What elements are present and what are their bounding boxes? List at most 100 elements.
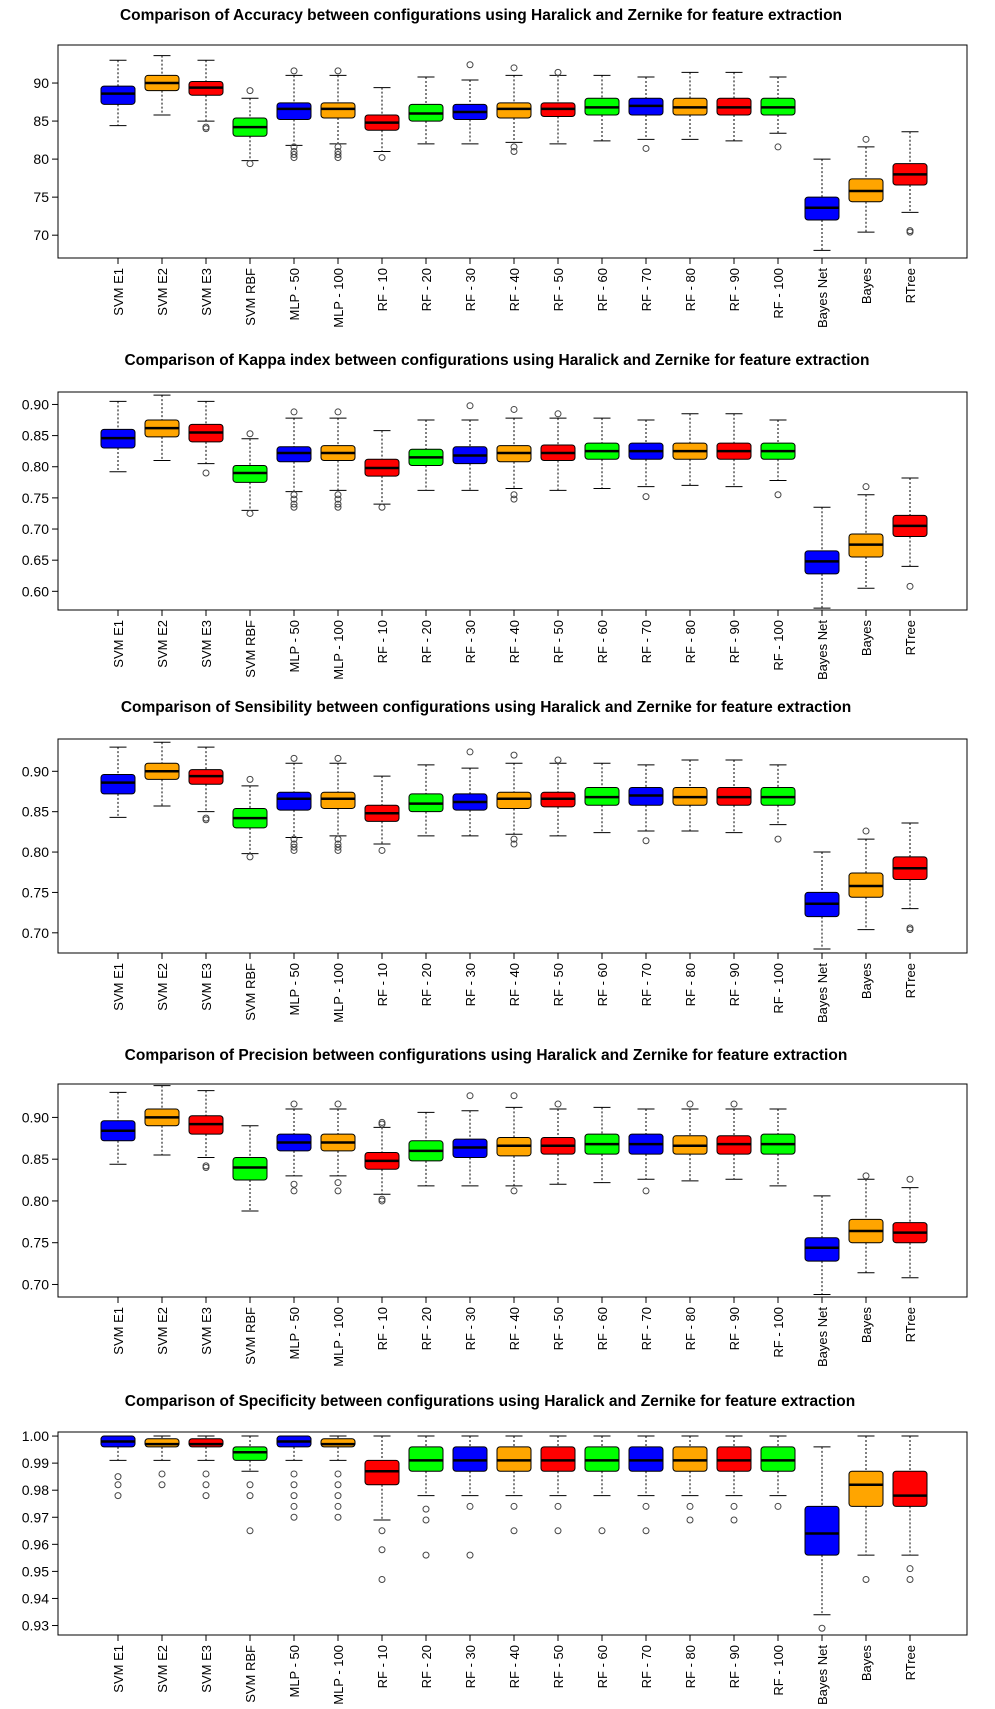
box-9 [452,61,488,145]
y-tick-label: 0.99 [22,1455,49,1471]
x-tick-label: RF - 30 [463,268,478,311]
outlier-point [334,835,342,843]
x-tick-label: RF - 50 [551,1307,566,1350]
outlier-point [510,495,518,503]
plot-frame [57,1083,968,1298]
chart-panel-1: Comparison of Accuracy between configura… [33,7,968,328]
outlier-point [290,1180,298,1188]
box-7 [364,775,400,854]
outlier-point [466,748,474,756]
box-8 [408,419,444,491]
outlier-point [554,68,562,76]
box-4 [232,1435,268,1535]
box-14 [672,1100,708,1182]
y-tick-label: 1.00 [22,1428,49,1444]
outlier-point [290,67,298,75]
outlier-point [510,840,518,848]
outlier-point [246,1481,254,1489]
outlier-point [774,1502,782,1510]
outlier-point [334,1179,342,1187]
x-tick-label: SVM E1 [111,1645,126,1693]
outlier-point [290,408,298,416]
box-iqr [760,1446,796,1472]
outlier-point [510,1187,518,1195]
x-tick-label: RF - 10 [375,268,390,311]
outlier-point [290,151,298,159]
box-iqr [716,1446,752,1472]
box-1 [100,1435,136,1500]
y-tick-label: 0.97 [22,1509,49,1525]
y-tick-label: 90 [33,75,49,91]
outlier-point [290,1513,298,1521]
box-3 [188,59,224,133]
chart-title: Comparison of Specificity between config… [125,1393,855,1410]
box-9 [452,1435,488,1559]
outlier-point [774,835,782,843]
outlier-point [642,1502,650,1510]
x-tick-label: MLP - 50 [287,1307,302,1360]
x-tick-label: SVM E2 [155,620,170,668]
outlier-point [510,1502,518,1510]
x-tick-label: RF - 100 [771,1307,786,1358]
box-7 [364,87,400,162]
box-iqr [848,1470,884,1507]
box-13 [628,1108,664,1195]
x-tick-label: RF - 10 [375,620,390,663]
box-2 [144,394,180,462]
outlier-point [334,1100,342,1108]
y-tick-label: 0.98 [22,1482,49,1498]
outlier-point [334,154,342,162]
x-tick-label: RF - 60 [595,1645,610,1688]
x-tick-label: MLP - 50 [287,963,302,1016]
outlier-point [290,843,298,851]
box-iqr [408,1446,444,1472]
x-tick-label: SVM E3 [199,1307,214,1355]
box-iqr [628,1446,664,1472]
chart-panel-4: Comparison of Precision between configur… [22,1047,968,1367]
x-tick-label: SVM E2 [155,1645,170,1693]
outlier-point [686,1502,694,1510]
box-12 [584,74,620,142]
outlier-point [510,1092,518,1100]
outlier-point [246,160,254,168]
y-tick-label: 0.90 [22,396,49,412]
y-tick-label: 0.70 [22,521,49,537]
outlier-point [686,1516,694,1524]
outlier-point [334,408,342,416]
box-2 [144,1435,180,1489]
y-tick-label: 0.75 [22,490,49,506]
outlier-point [378,154,386,162]
x-tick-label: RF - 10 [375,1645,390,1688]
box-6 [320,1435,356,1521]
box-iqr [276,102,312,121]
box-4 [232,1125,268,1212]
box-1 [100,59,136,127]
plot-frame [57,738,968,954]
outlier-point [554,1502,562,1510]
box-13 [628,76,664,152]
box-2 [144,1085,180,1156]
outlier-point [334,1502,342,1510]
y-tick-label: 75 [33,189,49,205]
box-iqr [496,102,532,119]
box-iqr [804,1237,840,1262]
x-tick-label: RF - 70 [639,1645,654,1688]
outlier-point [202,816,210,824]
outlier-point [378,1197,386,1205]
box-10 [496,405,532,503]
box-19 [892,477,928,590]
box-13 [628,419,664,501]
x-tick-label: RF - 100 [771,620,786,671]
outlier-point [246,1492,254,1500]
box-1 [100,1091,136,1165]
plot-frame [57,44,968,259]
outlier-point [202,125,210,133]
box-iqr [100,774,136,795]
box-12 [584,417,620,490]
outlier-point [554,1100,562,1108]
y-tick-label: 0.95 [22,1563,49,1579]
x-tick-label: RF - 80 [683,268,698,311]
outlier-point [334,843,342,851]
plot-frame [57,1431,968,1636]
outlier-point [730,1100,738,1108]
